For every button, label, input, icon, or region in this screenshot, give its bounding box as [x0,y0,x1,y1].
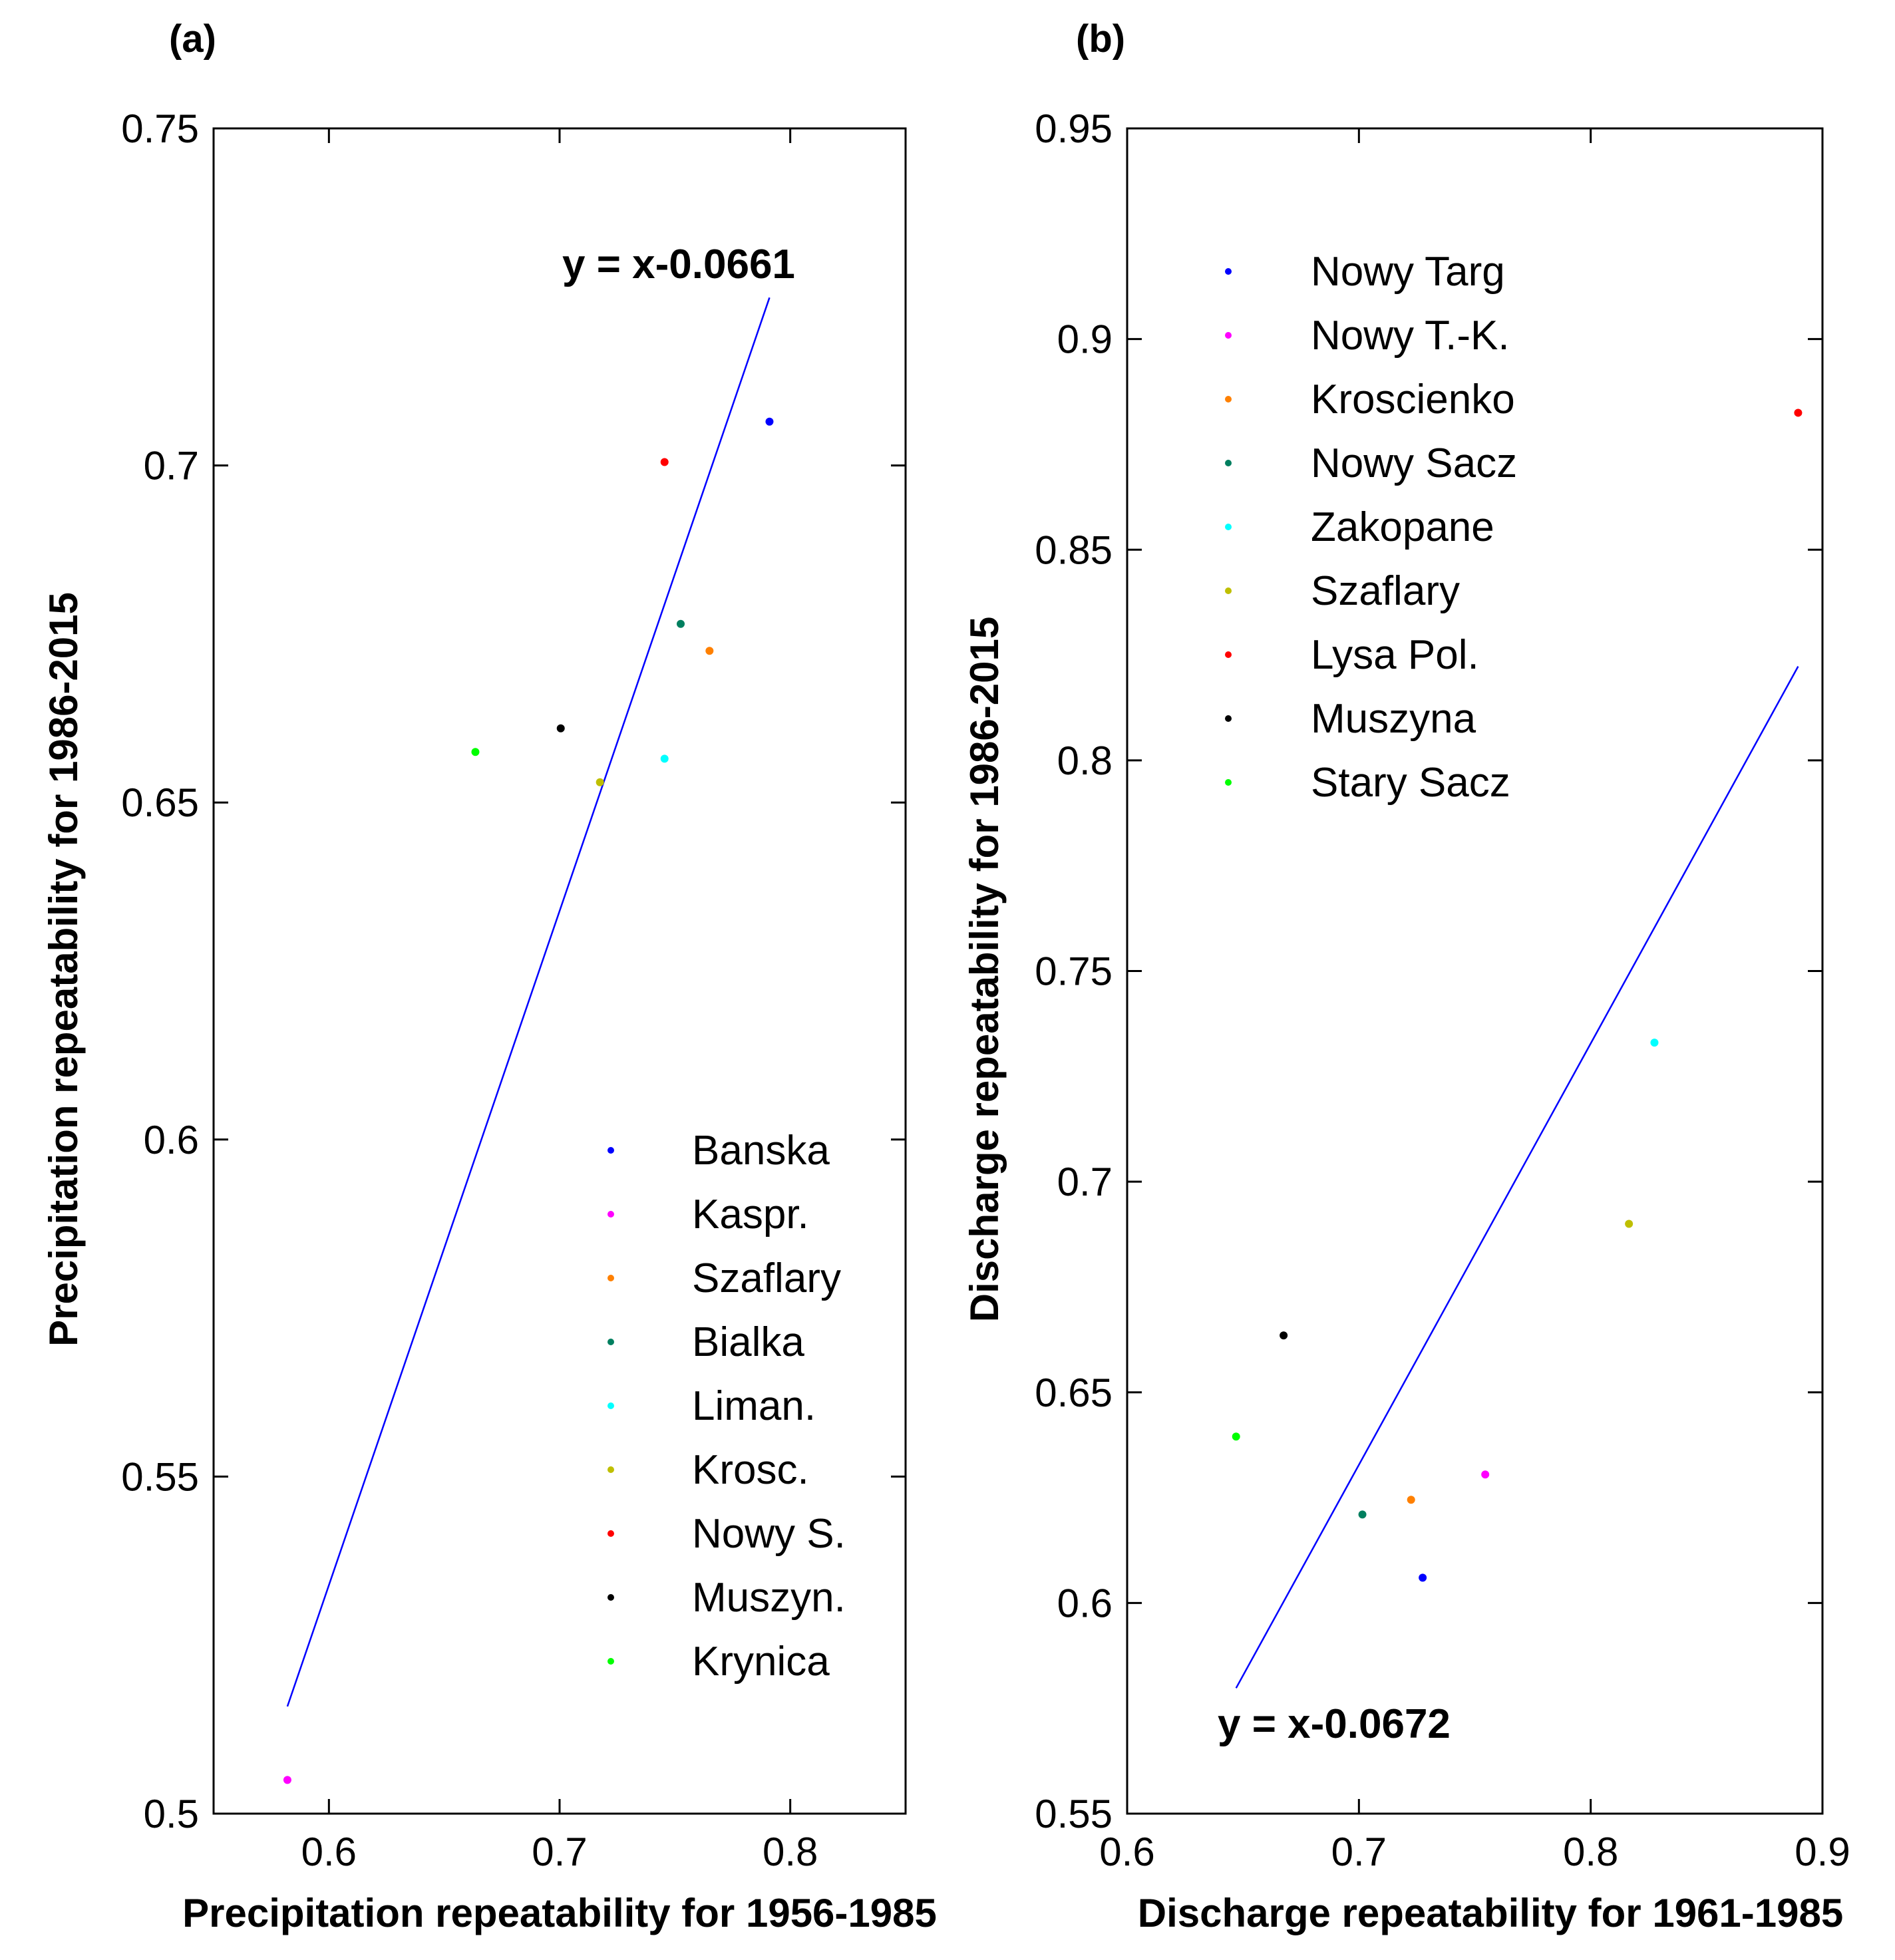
y-tick-label: 0.75 [121,106,199,151]
data-point-nowy-s [660,458,669,466]
y-tick-label: 0.9 [1057,317,1113,362]
y-tick-label: 0.6 [144,1118,199,1162]
data-point-liman [660,754,669,763]
panel-a-x-axis-label: Precipitation repeatability for 1956-198… [182,1891,937,1935]
legend-marker [1225,332,1232,339]
data-point-szaflary [705,647,714,655]
legend-entry: Banska [692,1128,830,1174]
x-tick-label: 0.6 [1099,1830,1154,1874]
x-tick-label: 0.8 [763,1830,818,1874]
legend-entry: Liman. [692,1383,816,1429]
panel-b-fit-line [1235,666,1799,1689]
legend-entry: Kaspr. [692,1192,809,1237]
panel-a-fit-label: y = x-0.0661 [562,242,795,287]
panel-b-legend: Nowy Targ Nowy T.-K. Kroscienko Nowy Sacz Za… [1225,249,1517,806]
panel-a-points [283,417,774,1784]
legend-marker [1225,396,1232,403]
data-point-banska [765,417,774,426]
panel-a-frame [212,127,907,1815]
y-tick-label: 0.55 [1035,1792,1113,1836]
data-point-nowy-targ [1419,1573,1427,1582]
panel-a: (a) 0.6 0.7 0.8 0.5 0.55 0.6 0.65 0.7 0.75 y = x… [41,17,937,1935]
data-point-lysa-pol [1794,408,1803,417]
legend-marker [607,1466,614,1473]
legend-entry: Lysa Pol. [1311,632,1479,678]
y-tick-label: 0.65 [121,780,199,825]
y-tick-label: 0.85 [1035,528,1113,572]
y-tick-label: 0.6 [1057,1581,1113,1625]
legend-entry: Nowy Sacz [1311,440,1517,486]
legend-entry: Bialka [692,1319,804,1365]
data-point-bialka [677,619,685,628]
panel-a-y-axis-label: Precipitation repeatability for 1986-201… [41,592,86,1347]
x-tick-label: 0.7 [1331,1830,1387,1874]
y-tick-label: 0.8 [1057,738,1113,783]
legend-marker [607,1530,614,1537]
legend-entry: Kroscienko [1311,377,1515,422]
legend-marker [1225,460,1232,466]
y-tick-label: 0.5 [144,1792,199,1836]
y-tick-label: 0.7 [1057,1160,1113,1204]
panel-a-label: (a) [169,17,216,61]
legend-marker [1225,268,1232,275]
y-tick-label: 0.95 [1035,106,1113,151]
legend-entry: Krosc. [692,1447,809,1493]
panel-a-legend: Banska Kaspr. Szaflary Bialka Liman. Krosc. No… [607,1128,846,1685]
legend-marker [607,1594,614,1601]
data-point-szaflary [1625,1220,1634,1228]
data-point-nowy-t-k [1481,1470,1490,1479]
data-point-kroscienko [1407,1496,1415,1504]
legend-entry: Muszyn. [692,1575,846,1621]
legend-entry: Nowy T.-K. [1311,313,1510,359]
legend-marker [607,1211,614,1218]
x-tick-label: 0.9 [1795,1830,1850,1874]
x-tick-label: 0.8 [1563,1830,1618,1874]
panel-a-ticks: 0.6 0.7 0.8 0.5 0.55 0.6 0.65 0.7 0.75 [121,106,906,1874]
legend-marker [1225,715,1232,722]
panel-b-y-axis-label: Discharge repeatability for 1986-2015 [962,617,1007,1323]
data-point-muszyna [1280,1331,1288,1340]
legend-entry: Nowy Targ [1311,249,1505,295]
legend-marker [607,1339,614,1345]
legend-entry: Krynica [692,1639,830,1685]
y-tick-label: 0.55 [121,1454,199,1499]
legend-entry: Nowy S. [692,1511,846,1557]
panel-b-ticks: 0.6 0.7 0.8 0.90.550.60.650.70.750.80.850.9… [1035,106,1850,1874]
legend-marker [1225,524,1232,530]
legend-marker [607,1147,614,1154]
x-tick-label: 0.7 [532,1830,587,1874]
data-point-nowy-sacz [1358,1510,1367,1519]
panel-b-fit-label: y = x-0.0672 [1218,1701,1451,1747]
legend-marker [1225,779,1232,786]
data-point-stary-sacz [1232,1432,1240,1441]
panel-a-fit-line [286,297,771,1707]
panel-b-points [1232,408,1803,1582]
legend-entry: Muszyna [1311,696,1476,742]
legend-entry: Szaflary [692,1255,841,1301]
legend-marker [1225,651,1232,658]
legend-marker [607,1275,614,1281]
panel-b: (b) 0.6 0.7 0.8 0.90.550.60.650.70.750.80.8… [962,17,1850,1935]
legend-entry: Szaflary [1311,568,1460,614]
legend-marker [607,1402,614,1409]
y-tick-label: 0.65 [1035,1371,1113,1415]
y-tick-label: 0.7 [144,444,199,488]
legend-marker [607,1658,614,1665]
legend-marker [1225,587,1232,594]
panel-b-label: (b) [1076,17,1125,61]
data-point-kaspr [283,1776,291,1784]
legend-entry: Stary Sacz [1311,760,1510,806]
panel-b-x-axis-label: Discharge repeatability for 1961-1985 [1138,1891,1844,1935]
x-tick-label: 0.6 [301,1830,357,1874]
data-point-zakopane [1650,1039,1659,1047]
data-point-muszyn [556,724,565,733]
data-point-krosc [596,778,604,786]
data-point-krynica [471,748,480,756]
legend-entry: Zakopane [1311,504,1494,550]
y-tick-label: 0.75 [1035,949,1113,994]
